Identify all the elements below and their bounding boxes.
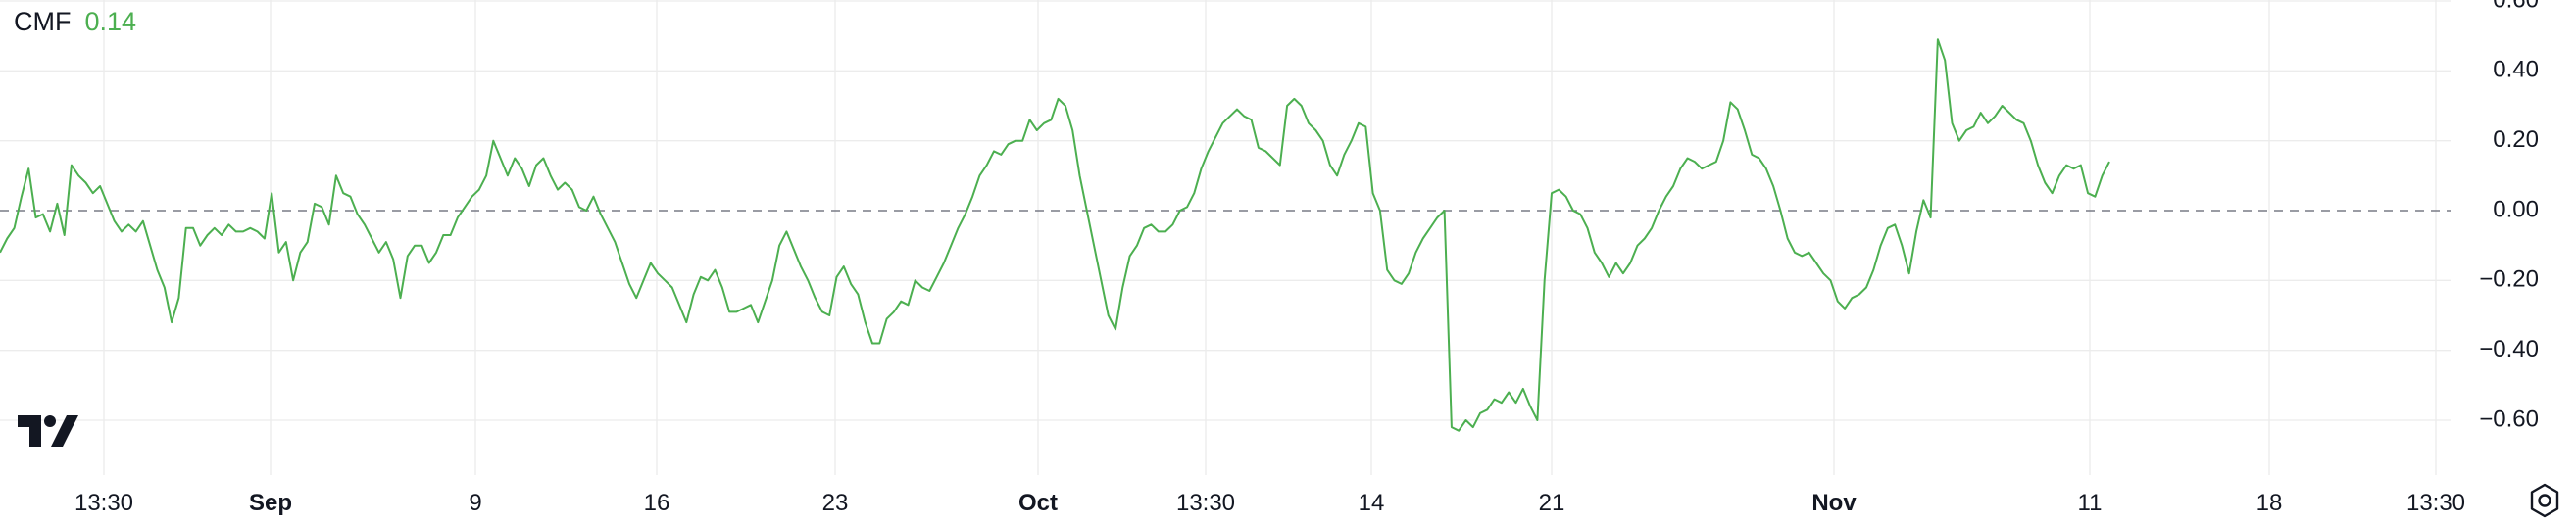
indicator-value: 0.14 [84,7,137,36]
x-tick-label: 13:30 [1176,490,1235,516]
indicator-name: CMF [14,7,72,36]
x-tick-label: 16 [644,490,670,516]
x-tick-label: 23 [822,490,849,516]
x-tick-label: 21 [1539,490,1565,516]
y-tick-label: 0.60 [2493,0,2539,13]
y-tick-label: −0.60 [2479,406,2539,432]
x-tick-label: 9 [469,490,481,516]
x-tick-label: Oct [1018,490,1058,516]
x-tick-label: 13:30 [74,490,133,516]
y-axis[interactable]: 0.60 0.40 0.20 0.00 −0.20 −0.40 −0.60 [2479,0,2539,432]
y-tick-label: 0.20 [2493,126,2539,153]
indicator-legend[interactable]: CMF 0.14 [14,5,136,38]
y-tick-label: 0.40 [2493,57,2539,83]
x-tick-label: 14 [1359,490,1385,516]
settings-icon[interactable] [2527,483,2562,518]
vertical-gridlines [103,0,2437,475]
y-tick-label: 0.00 [2493,196,2539,222]
x-tick-label: 18 [2256,490,2283,516]
y-tick-label: −0.40 [2479,336,2539,362]
y-tick-label: −0.20 [2479,266,2539,293]
horizontal-gridlines [0,0,2451,421]
cmf-series-line [0,38,2110,432]
x-tick-label: 11 [2078,490,2103,516]
tradingview-logo-icon[interactable] [18,415,78,447]
x-tick-label: Nov [1811,490,1857,516]
x-tick-label: Sep [249,490,292,516]
x-axis[interactable]: 13:30 Sep 9 16 23 Oct 13:30 14 21 Nov 11 18 13:30 [74,490,2465,516]
x-tick-label: 13:30 [2406,490,2465,516]
